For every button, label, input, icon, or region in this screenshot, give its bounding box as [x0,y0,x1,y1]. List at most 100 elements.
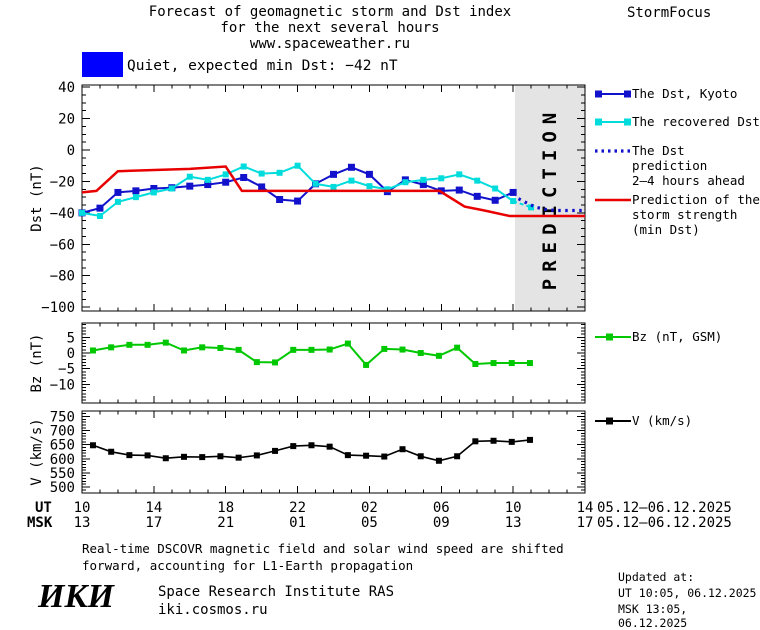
data-point-marker [199,454,206,461]
data-point-marker [222,178,230,186]
prediction-region [514,85,585,311]
legend-item-v: V (km/s) [594,413,692,432]
data-point-marker [222,171,229,178]
data-point-marker [235,346,242,353]
data-point-marker [472,360,479,367]
dst-prediction-swatch-icon [594,143,632,188]
y-axis-label: Dst (nT) [29,164,45,231]
y-tick-label: 0 [67,143,75,159]
institute-url: iki.cosmos.ru [158,602,268,618]
x-tick-label: 14 [145,500,162,516]
y-tick-label: −80 [50,269,75,285]
data-point-marker [435,457,442,464]
note-line-2: forward, accounting for L1-Earth propaga… [82,558,414,573]
data-point-marker [89,347,96,354]
y-tick-label: 20 [58,112,75,128]
data-point-marker [384,186,391,193]
data-point-marker [363,452,370,459]
y-tick-label: −5 [58,362,75,378]
x-tick-label: 13 [74,515,91,531]
data-point-marker [181,453,188,460]
status-label: Quiet, expected min Dst: −42 nT [127,58,398,74]
data-point-marker [474,177,481,184]
x-tick-label: 10 [74,500,91,516]
data-point-marker [253,359,260,366]
data-point-marker [454,344,461,351]
recovered-dst-swatch-icon [594,114,632,133]
storm-strength-swatch-icon [594,192,632,237]
data-point-marker [235,454,242,461]
data-point-marker [96,204,104,212]
x-tick-label: 02 [361,500,378,516]
data-point-marker [308,442,315,449]
data-point-marker [276,195,284,203]
data-point-marker [294,197,302,205]
data-point-marker [272,447,279,454]
y-tick-label: −20 [50,174,75,190]
data-point-marker [186,173,193,180]
legend-label: The recovered Dst [632,114,760,129]
x-tick-label: 14 [577,500,594,516]
y-tick-label: −10 [50,377,75,393]
data-point-marker [276,169,283,176]
data-point-marker [150,184,158,192]
data-point-marker [399,446,406,453]
data-point-marker [472,438,479,445]
y-axis-label: Bz (nT) [29,333,45,392]
data-point-marker [473,192,481,200]
data-point-marker [108,448,115,455]
data-point-marker [528,204,535,211]
data-point-marker [438,175,445,182]
x-tick-label: 21 [217,515,234,531]
y-tick-label: 700 [50,424,75,440]
dst-prediction-series [517,197,585,213]
legend-label: The Dst prediction [632,143,708,173]
note-line-1: Real-time DSCOVR magnetic field and sola… [82,541,564,556]
data-point-marker [490,360,497,367]
legend-label: (min Dst) [632,222,700,237]
panel-border [81,84,586,312]
v-swatch-icon [594,413,632,432]
x-tick-label: 01 [289,515,306,531]
data-point-marker [347,163,355,171]
data-point-marker [435,352,442,359]
data-point-marker [126,341,133,348]
updated-time-ut: UT 10:05, 06.12.2025 [618,586,757,600]
site-url: www.spaceweather.ru [249,36,411,52]
institute-name: Space Research Institute RAS [158,584,395,600]
y-tick-label: −60 [50,237,75,253]
data-point-marker [455,186,463,194]
data-point-marker [79,209,85,216]
data-point-marker [326,346,333,353]
bz-panel: 50−5−10 Bz (nT) [29,322,586,404]
data-point-marker [126,452,133,459]
y-tick-label: 500 [50,480,75,496]
data-point-marker [330,183,337,190]
data-point-marker [114,198,121,205]
data-point-marker [89,442,96,449]
data-point-marker [240,163,247,170]
axis-ticks [81,411,586,493]
data-point-marker [217,344,224,351]
data-point-marker [330,170,337,178]
data-point-marker [381,345,388,352]
legend-label: V (km/s) [632,413,693,428]
x-row-label: MSK [27,515,53,531]
updated-label: Updated at: [618,570,695,584]
recovered-dst-series [79,162,535,219]
data-point-marker [96,212,103,219]
prediction-watermark: PREDICTION [539,106,561,290]
data-point-marker [326,443,333,450]
bz-series [89,339,533,368]
data-point-marker [162,455,169,462]
y-tick-label: 5 [67,330,75,346]
data-point-marker [108,344,115,351]
legend-item-dst-kyoto: The Dst, Kyoto [594,86,737,105]
y-axis-label: V (km/s) [29,418,45,485]
data-point-marker [508,360,515,367]
status-color-swatch [82,52,123,77]
x-tick-label: 22 [289,500,306,516]
data-point-marker [363,361,370,368]
iki-logo: ИКИ [38,578,114,615]
